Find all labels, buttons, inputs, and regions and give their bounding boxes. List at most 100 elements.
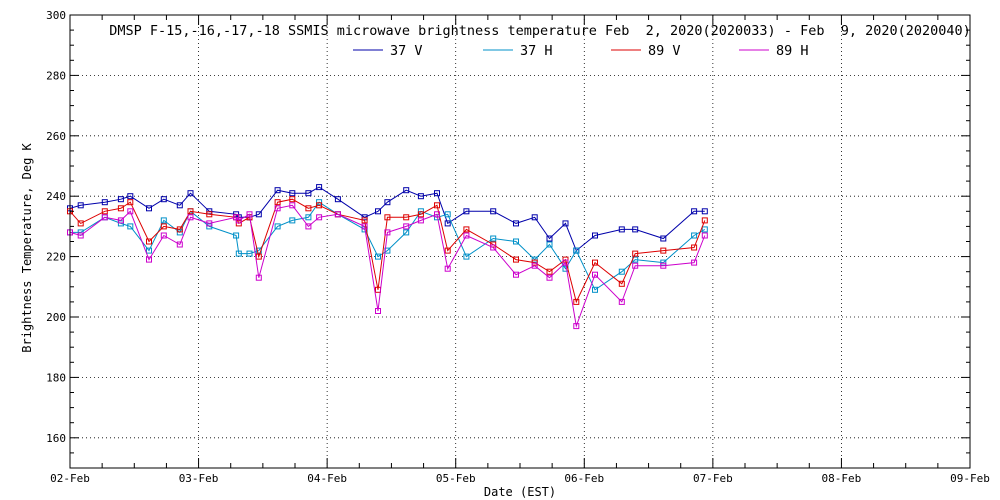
data-point [444, 247, 451, 254]
data-point [691, 208, 698, 215]
data-point [289, 217, 296, 224]
data-point [77, 202, 84, 209]
data-point [444, 211, 451, 218]
data-point [160, 196, 167, 203]
data-point [160, 232, 167, 239]
data-point [417, 217, 424, 224]
y-tick-label: 180 [46, 371, 66, 384]
data-point [562, 220, 569, 227]
data-point [592, 259, 598, 266]
data-point [384, 199, 391, 206]
x-tick-label: 03-Feb [179, 472, 219, 485]
data-point [101, 199, 108, 206]
data-point [255, 211, 262, 218]
data-point [206, 211, 213, 218]
data-point [255, 274, 262, 281]
data-point [274, 223, 281, 230]
data-point [361, 217, 368, 224]
data-point [592, 232, 598, 239]
y-tick-label: 220 [46, 251, 66, 264]
legend-label: 37 V [390, 43, 423, 59]
data-point [77, 232, 84, 239]
x-tick-label: 07-Feb [693, 472, 733, 485]
data-point [403, 214, 410, 221]
data-point [632, 262, 639, 269]
x-axis-label: Date (EST) [484, 485, 556, 499]
data-point [701, 226, 708, 233]
data-point [316, 184, 323, 191]
data-point [375, 208, 381, 215]
data-point [546, 274, 553, 281]
data-point [361, 214, 368, 221]
data-point [434, 202, 440, 209]
data-point [305, 190, 312, 197]
data-point [701, 217, 708, 224]
data-point [361, 223, 368, 230]
data-point [305, 214, 312, 221]
data-point [187, 208, 194, 215]
data-point [384, 229, 391, 236]
series-line [69, 198, 706, 304]
legend-label: 89 H [776, 43, 809, 59]
data-point [316, 199, 323, 206]
data-point [187, 214, 194, 221]
data-point [463, 226, 470, 233]
data-point [274, 199, 281, 206]
data-point [513, 256, 519, 263]
data-point [513, 220, 519, 227]
series-layer [67, 184, 708, 330]
data-point [305, 223, 312, 230]
data-point [531, 214, 538, 221]
series-line [69, 204, 706, 329]
data-point [618, 268, 625, 275]
data-point [334, 211, 341, 218]
data-point [513, 271, 519, 278]
data-point [101, 208, 108, 215]
data-point [546, 235, 553, 242]
y-tick-label: 160 [46, 432, 66, 445]
data-point [289, 196, 296, 203]
x-tick-label: 04-Feb [307, 472, 347, 485]
data-point [160, 223, 167, 230]
data-point [691, 232, 698, 239]
legend-label: 37 H [520, 43, 553, 59]
data-point [375, 308, 381, 314]
x-tick-label: 09-Feb [950, 472, 990, 485]
data-point [490, 235, 497, 242]
data-point [127, 223, 134, 230]
y-axis-label: Brightness Temperature, Deg K [20, 142, 34, 352]
data-point [444, 265, 451, 272]
data-point [490, 244, 497, 251]
y-tick-label: 260 [46, 130, 66, 143]
data-point [660, 259, 667, 266]
series-89-h [67, 202, 708, 330]
data-point [403, 187, 410, 194]
data-point [316, 202, 323, 209]
data-point [305, 205, 312, 212]
data-point [632, 226, 639, 233]
data-point [403, 229, 410, 236]
legend: 37 V 37 H 89 V 89 H [353, 43, 809, 59]
x-tick-label: 08-Feb [822, 472, 862, 485]
data-point [691, 244, 698, 251]
legend-label: 89 V [648, 43, 681, 59]
data-point [618, 226, 625, 233]
data-point [546, 241, 553, 248]
x-axis: 02-Feb 03-Feb 04-Feb 05-Feb 06-Feb 07-Feb 08-F… [50, 15, 990, 485]
data-point [592, 271, 598, 278]
data-point [235, 217, 242, 224]
y-axis: 160 180 200 220 240 260 280 300 [46, 9, 970, 469]
data-point [562, 259, 569, 266]
data-point [375, 253, 381, 260]
data-point [160, 217, 167, 224]
data-point [127, 199, 134, 206]
data-point [146, 256, 152, 263]
series-89-v [67, 196, 708, 305]
data-point [127, 208, 134, 215]
data-point [176, 226, 183, 233]
x-tick-label: 02-Feb [50, 472, 90, 485]
data-point [117, 196, 124, 203]
data-point [463, 253, 470, 260]
data-point [573, 323, 580, 330]
y-tick-label: 280 [46, 69, 66, 82]
